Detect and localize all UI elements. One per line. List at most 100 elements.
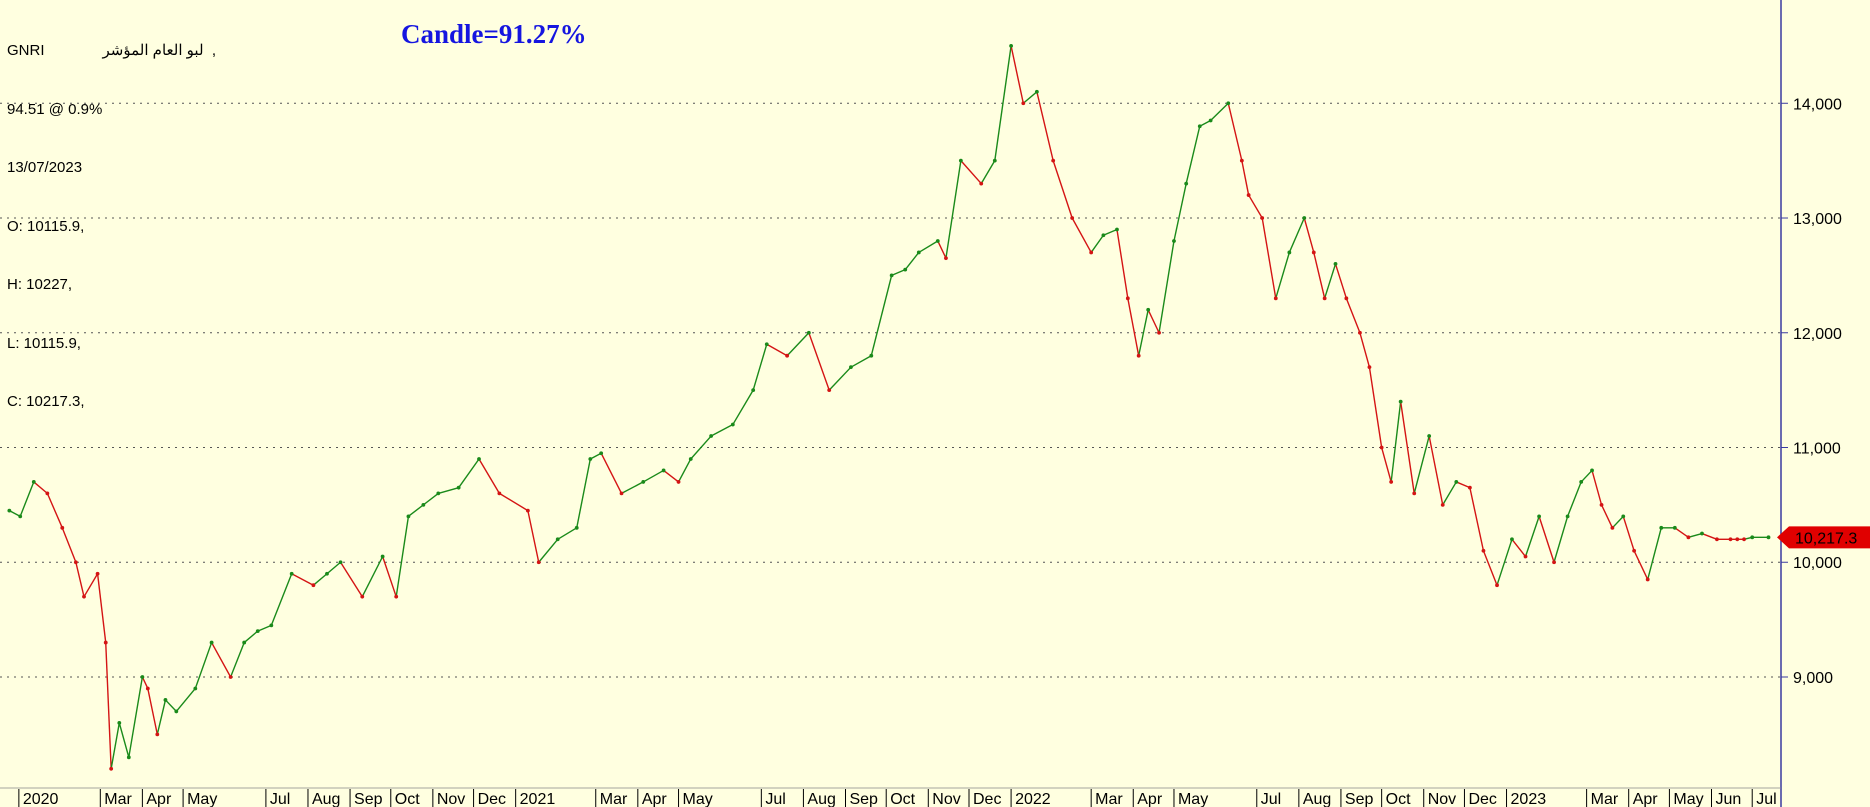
data-point	[1125, 296, 1130, 301]
open-value: O: 10115.9,	[7, 217, 85, 235]
gridlines	[0, 102, 1781, 678]
data-point	[1750, 535, 1755, 540]
x-tick-label: Sep	[354, 791, 383, 807]
data-point	[785, 353, 790, 358]
data-point	[145, 686, 150, 691]
series-segment	[766, 343, 788, 357]
x-tick-label: Dec	[1468, 791, 1496, 807]
data-point	[421, 502, 426, 507]
x-tick-label: Mar	[600, 791, 628, 807]
data-point	[140, 675, 145, 679]
data-point	[1621, 514, 1626, 519]
series-segment	[786, 332, 810, 357]
series-segment	[642, 469, 664, 483]
series-segment	[960, 160, 982, 185]
series-segment	[663, 469, 679, 483]
series-segment	[1633, 550, 1649, 580]
x-tick-label: Dec	[478, 791, 506, 807]
y-tick-label: 13,000	[1793, 211, 1842, 228]
x-tick-label: Apr	[1137, 791, 1163, 807]
data-point	[916, 250, 921, 255]
data-point	[849, 365, 853, 370]
series-segment	[1241, 160, 1250, 196]
data-point	[1021, 101, 1026, 106]
series-segment	[945, 160, 962, 259]
x-tick-label: Apr	[146, 791, 172, 807]
data-point	[688, 457, 693, 461]
last-price-marker: 10,217.3	[1777, 526, 1870, 549]
data-point	[1427, 434, 1432, 438]
data-point	[60, 525, 65, 530]
data-point	[406, 514, 411, 519]
series-segment	[75, 562, 85, 597]
data-point	[103, 640, 108, 645]
series-segment	[1600, 504, 1614, 529]
series-segment	[243, 630, 259, 644]
x-tick-label: Oct	[1386, 791, 1411, 807]
data-point	[477, 457, 481, 461]
series-segment	[499, 492, 529, 512]
series-segment	[1303, 217, 1315, 253]
data-point	[827, 388, 832, 393]
series-segment	[381, 556, 397, 597]
series-segment	[147, 688, 158, 735]
x-tick-label: Oct	[395, 791, 420, 807]
data-point	[31, 480, 36, 484]
y-tick-label: 9,000	[1793, 670, 1833, 687]
x-tick-label: Dec	[973, 791, 1001, 807]
data-point	[1051, 158, 1056, 163]
x-tick-label: Aug	[1303, 791, 1331, 807]
series-segment	[1442, 481, 1457, 506]
data-point	[935, 239, 940, 243]
series-segment	[1674, 527, 1689, 538]
data-point	[555, 537, 560, 542]
data-point	[269, 623, 274, 628]
y-tick-label: 10,000	[1793, 555, 1842, 572]
data-point	[394, 594, 399, 599]
series-segment	[870, 275, 893, 356]
series-segment	[1137, 309, 1149, 356]
series-segment	[407, 504, 424, 517]
x-tick-label: Jul	[1756, 791, 1776, 807]
series-segment	[538, 538, 559, 563]
series-segment	[1538, 516, 1555, 563]
data-point	[1610, 525, 1615, 530]
series-segment	[118, 722, 130, 758]
data-point	[536, 560, 541, 565]
data-point	[497, 491, 502, 496]
series-segment	[1524, 516, 1540, 557]
series-segment	[326, 561, 342, 575]
data-point	[641, 480, 646, 484]
series-segment	[164, 699, 177, 712]
series-segment	[1173, 183, 1187, 242]
data-point	[1481, 548, 1486, 553]
data-point	[806, 330, 811, 335]
x-tick-label: Mar	[1095, 791, 1123, 807]
x-tick-label: Jul	[270, 791, 290, 807]
y-axis: 9,000 10,000 11,000 12,000 13,000 14,000	[1780, 0, 1842, 807]
series-segment	[752, 344, 768, 391]
series-segment	[1359, 332, 1371, 368]
x-tick-label: 2021	[520, 791, 556, 807]
data-point	[619, 491, 624, 496]
series-segment	[850, 355, 872, 368]
data-point	[1590, 468, 1594, 473]
data-point	[1686, 535, 1691, 540]
x-tick-label: Jun	[1715, 791, 1741, 807]
price-series[interactable]	[7, 43, 1771, 771]
data-point	[1766, 535, 1771, 540]
series-segment	[1036, 91, 1054, 161]
series-segment	[1496, 539, 1513, 586]
data-point	[599, 451, 604, 456]
series-segment	[83, 573, 99, 598]
series-segment	[175, 688, 196, 712]
data-point	[1645, 577, 1650, 582]
series-segment	[194, 642, 213, 689]
series-segment	[1345, 298, 1361, 334]
series-segment	[527, 510, 540, 563]
series-segment	[1199, 119, 1211, 127]
series-segment	[61, 527, 77, 563]
series-segment	[438, 486, 459, 495]
